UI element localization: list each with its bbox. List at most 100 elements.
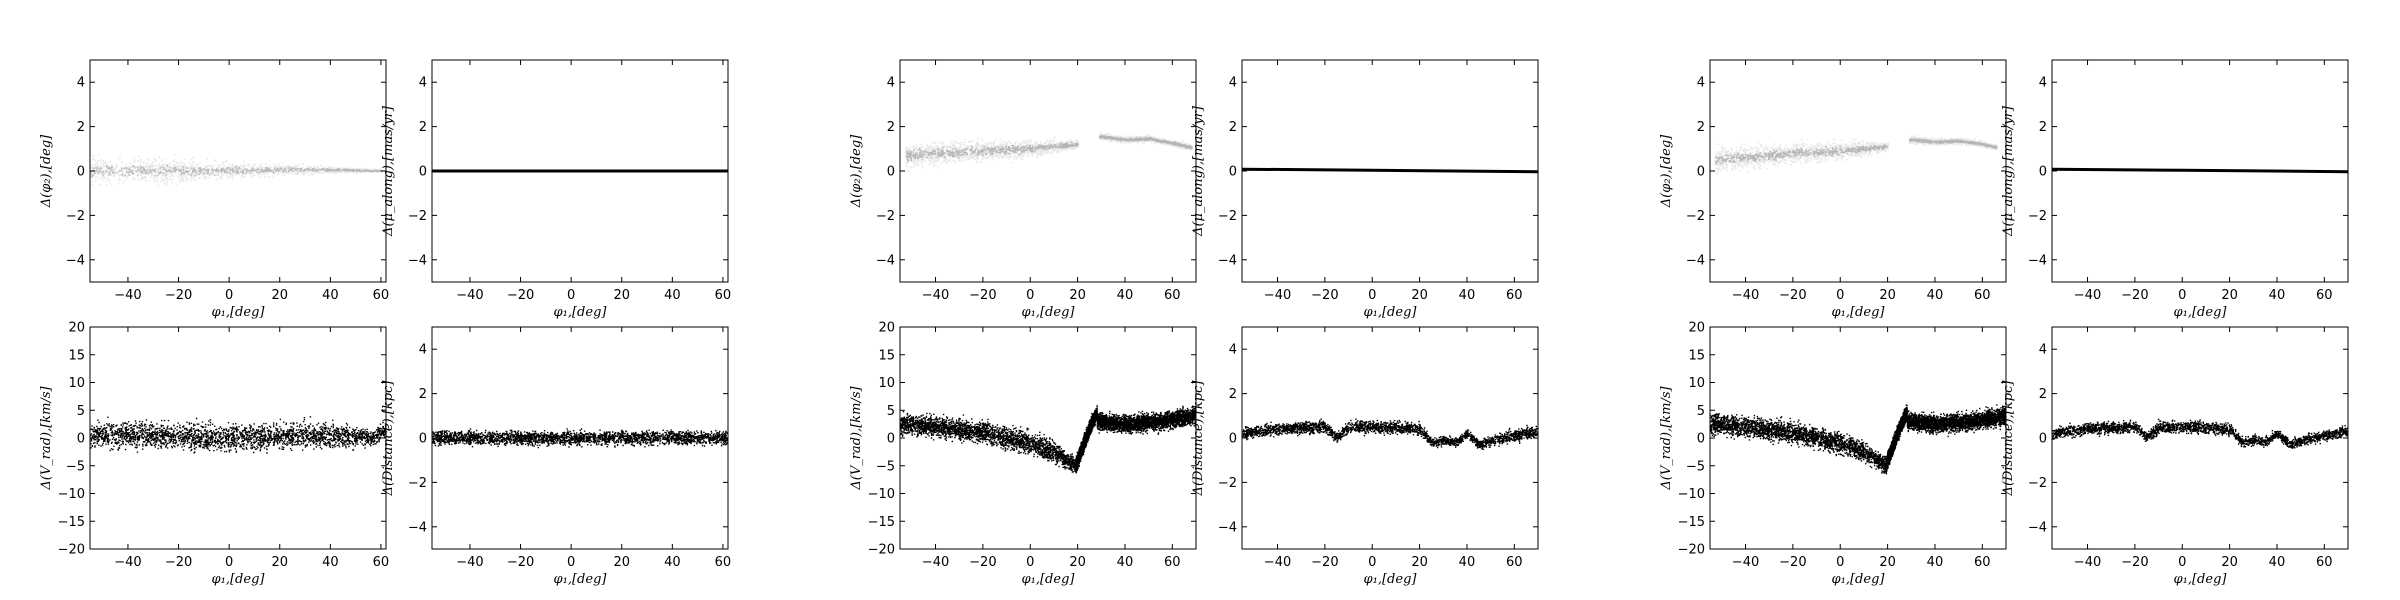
y-tick-label: 4 xyxy=(1229,343,1237,358)
y-tick-label: −2 xyxy=(2028,476,2047,491)
plot-frame xyxy=(899,326,1197,550)
x-tick-label: 40 xyxy=(1459,555,1476,570)
y-tick-label: −2 xyxy=(408,209,427,224)
x-tick-label: 60 xyxy=(1164,288,1181,303)
y-tick-label: −2 xyxy=(1218,476,1237,491)
density-core xyxy=(905,141,1079,162)
x-tick-label: 60 xyxy=(373,288,390,303)
x-tick-label: 0 xyxy=(567,288,575,303)
y-axis-label: Δ(φ₂),[deg] xyxy=(39,134,54,208)
x-tick-label: −20 xyxy=(507,288,534,303)
y-tick-label: 10 xyxy=(1688,376,1705,391)
y-tick-label: 5 xyxy=(77,404,85,419)
x-tick-label: −20 xyxy=(1779,288,1806,303)
x-tick-label: −40 xyxy=(456,288,483,303)
y-tick-label: 0 xyxy=(1229,165,1237,180)
x-tick-label: 0 xyxy=(225,288,233,303)
y-tick-label: −20 xyxy=(58,543,85,558)
x-tick-label: 20 xyxy=(1411,555,1428,570)
y-axis-label: Δ(φ₂),[deg] xyxy=(1659,134,1674,208)
y-axis-label: Δ(Distance),[kpc] xyxy=(381,380,396,497)
x-tick-label: −20 xyxy=(165,288,192,303)
data-marks xyxy=(1714,135,1999,175)
density-core xyxy=(1909,138,1998,149)
y-tick-label: 0 xyxy=(2039,432,2047,447)
x-tick-label: 40 xyxy=(1117,555,1134,570)
x-axis-label: φ₁,[deg] xyxy=(1832,572,1886,587)
y-tick-label: 2 xyxy=(887,120,895,135)
y-axis-label: Δ(V_rad),[km/s] xyxy=(39,385,54,490)
x-tick-label: 40 xyxy=(664,555,681,570)
x-tick-label: −20 xyxy=(2121,555,2148,570)
data-marks xyxy=(1242,418,1538,450)
plot-frame xyxy=(1709,59,2007,283)
plot-frame xyxy=(1241,326,1539,550)
x-tick-label: 20 xyxy=(1069,555,1086,570)
y-tick-label: 5 xyxy=(1697,404,1705,419)
y-tick-label: 20 xyxy=(878,321,895,336)
x-tick-label: −20 xyxy=(969,555,996,570)
x-tick-label: 40 xyxy=(1927,288,1944,303)
y-tick-label: −2 xyxy=(2028,209,2047,224)
y-axis-label: Δ(V_rad),[km/s] xyxy=(849,385,864,490)
y-tick-label: 4 xyxy=(887,76,895,91)
y-tick-label: −2 xyxy=(66,209,85,224)
panel-1-2: −40 −20 0 20 40 60 −20 −15 −10 −5 0 5 10 15 20 φ₁,[deg]… xyxy=(849,321,1197,587)
x-tick-label: −40 xyxy=(456,555,483,570)
plot-frame xyxy=(899,59,1197,283)
y-tick-label: −4 xyxy=(408,520,427,535)
panel-0-1: −40 −20 0 20 40 60−4−2024φ₁,[deg]Δ(μ_along),[… xyxy=(381,59,732,320)
x-tick-label: 40 xyxy=(1459,288,1476,303)
x-axis-label: φ₁,[deg] xyxy=(554,305,608,320)
x-tick-label: 20 xyxy=(271,288,288,303)
x-tick-label: −20 xyxy=(507,555,534,570)
data-marks xyxy=(90,154,383,188)
y-tick-label: −4 xyxy=(1218,253,1237,268)
y-tick-label: −2 xyxy=(876,209,895,224)
y-tick-label: 2 xyxy=(1229,387,1237,402)
y-tick-label: 0 xyxy=(419,165,427,180)
y-tick-label: 0 xyxy=(887,165,895,180)
scatter-points xyxy=(90,416,386,454)
x-axis-label: φ₁,[deg] xyxy=(1364,572,1418,587)
x-axis-label: φ₁,[deg] xyxy=(2174,305,2228,320)
y-tick-label: −15 xyxy=(58,515,85,530)
y-tick-label: 2 xyxy=(77,120,85,135)
x-axis-label: φ₁,[deg] xyxy=(1022,305,1076,320)
y-tick-label: 0 xyxy=(77,432,85,447)
y-tick-label: 2 xyxy=(1229,120,1237,135)
y-tick-label: −15 xyxy=(868,515,895,530)
y-tick-label: 4 xyxy=(1229,76,1237,91)
panel-2-3: −40 −20 0 20 40 60−4−2024φ₁,[deg]Δ(Distance),… xyxy=(2001,326,2349,587)
y-tick-label: 0 xyxy=(419,432,427,447)
density-core xyxy=(1714,144,1888,166)
x-tick-label: 0 xyxy=(1026,288,1034,303)
density-points xyxy=(1099,132,1193,151)
panel-0-2: −40 −20 0 20 40 60 −20 −15 −10 −5 0 5 10 15 20 φ₁,[deg]… xyxy=(39,321,389,588)
x-tick-label: 20 xyxy=(1879,288,1896,303)
x-tick-label: 40 xyxy=(1117,288,1134,303)
y-tick-label: −5 xyxy=(876,459,895,474)
y-axis-label: Δ(Distance),[kpc] xyxy=(1191,380,1206,497)
panel-0-3: −40 −20 0 20 40 60−4−2024φ₁,[deg]Δ(Distance),… xyxy=(381,326,731,587)
x-tick-label: −20 xyxy=(969,288,996,303)
x-tick-label: 60 xyxy=(715,288,732,303)
x-axis-label: φ₁,[deg] xyxy=(2174,572,2228,587)
x-axis-label: φ₁,[deg] xyxy=(1832,305,1886,320)
y-tick-label: 4 xyxy=(1697,76,1705,91)
x-tick-label: −40 xyxy=(1264,288,1291,303)
x-tick-label: −20 xyxy=(2121,288,2148,303)
x-tick-label: 0 xyxy=(1368,288,1376,303)
x-axis-label: φ₁,[deg] xyxy=(212,572,266,587)
x-tick-label: 20 xyxy=(2221,288,2238,303)
x-tick-label: 0 xyxy=(567,555,575,570)
scatter-points xyxy=(2052,418,2348,449)
x-tick-label: 60 xyxy=(2316,288,2333,303)
y-axis-label: Δ(μ_along),[mas/yr] xyxy=(381,105,396,237)
x-tick-label: 40 xyxy=(1927,555,1944,570)
x-tick-label: −20 xyxy=(165,555,192,570)
y-axis-label: Δ(μ_along),[mas/yr] xyxy=(2001,105,2016,237)
